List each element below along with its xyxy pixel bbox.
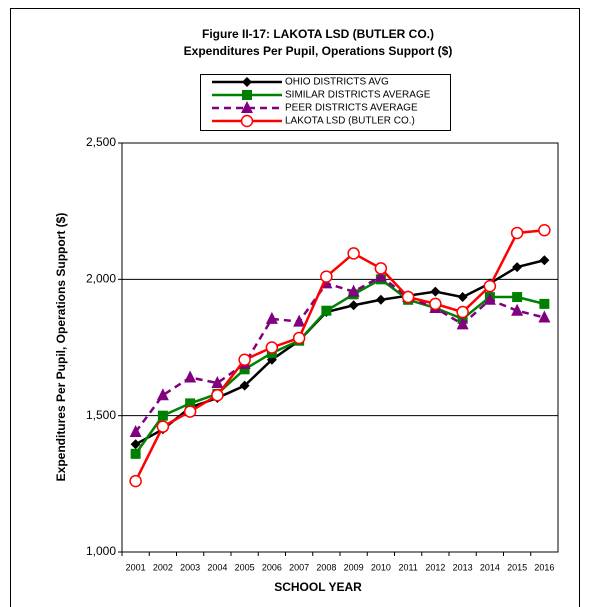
x-tick-label: 2011 bbox=[398, 562, 417, 572]
point bbox=[130, 439, 141, 450]
point bbox=[321, 305, 332, 316]
y-tick-label: 2,000 bbox=[86, 272, 116, 286]
point bbox=[457, 292, 468, 303]
point bbox=[265, 311, 278, 324]
point bbox=[456, 305, 469, 319]
point bbox=[156, 388, 169, 401]
point bbox=[539, 298, 550, 309]
y-axis-title: Expenditures Per Pupil, Operations Suppo… bbox=[54, 213, 68, 482]
legend-marker bbox=[242, 77, 252, 87]
point bbox=[238, 353, 251, 367]
point bbox=[429, 297, 442, 311]
legend-marker bbox=[241, 101, 253, 113]
point bbox=[456, 317, 469, 330]
x-tick-label: 2008 bbox=[316, 562, 336, 572]
series-line bbox=[134, 229, 545, 482]
x-axis-title: SCHOOL YEAR bbox=[274, 580, 362, 594]
x-tick-label: 2016 bbox=[534, 562, 554, 572]
x-tick-label: 2003 bbox=[180, 562, 200, 572]
x-tick-label: 2013 bbox=[453, 562, 473, 572]
point bbox=[130, 448, 141, 459]
y-tick-label: 1,500 bbox=[86, 408, 116, 422]
series-line bbox=[134, 277, 545, 455]
legend-marker bbox=[242, 90, 252, 100]
point bbox=[538, 310, 551, 323]
x-tick-label: 2014 bbox=[480, 562, 500, 572]
y-tick-label: 1,000 bbox=[86, 544, 116, 558]
point bbox=[510, 226, 524, 240]
x-tick-label: 2009 bbox=[344, 562, 364, 572]
x-tick-label: 2005 bbox=[235, 562, 255, 572]
point bbox=[185, 398, 196, 409]
legend-label: PEER DISTRICTS AVERAGE bbox=[285, 103, 418, 114]
point bbox=[401, 290, 415, 304]
point bbox=[512, 262, 523, 273]
point bbox=[239, 380, 250, 391]
point bbox=[211, 375, 224, 388]
point bbox=[347, 247, 360, 260]
point bbox=[430, 286, 441, 297]
chart-title: Figure II-17: LAKOTA LSD (BUTLER CO.) bbox=[202, 27, 434, 41]
legend-marker bbox=[240, 114, 254, 128]
point bbox=[239, 364, 250, 375]
point bbox=[129, 474, 142, 488]
point bbox=[265, 341, 279, 354]
point bbox=[129, 425, 142, 438]
legend-label: LAKOTA LSD (BUTLER CO.) bbox=[285, 116, 415, 127]
point bbox=[184, 370, 197, 383]
point bbox=[374, 262, 388, 275]
point bbox=[348, 300, 359, 311]
x-tick-label: 2001 bbox=[126, 562, 146, 572]
point bbox=[292, 331, 306, 345]
legend-label: SIMILAR DISTRICTS AVERAGE bbox=[285, 90, 431, 101]
point bbox=[539, 255, 550, 266]
x-tick-label: 2015 bbox=[507, 562, 527, 572]
x-tick-label: 2007 bbox=[289, 562, 309, 572]
point bbox=[320, 270, 333, 283]
point bbox=[483, 279, 497, 293]
point bbox=[483, 292, 496, 305]
point bbox=[374, 269, 387, 282]
point bbox=[375, 294, 386, 305]
point bbox=[538, 224, 551, 237]
point bbox=[183, 405, 197, 418]
point bbox=[211, 388, 224, 402]
x-tick-label: 2002 bbox=[153, 562, 173, 572]
point bbox=[511, 303, 524, 316]
point bbox=[293, 314, 306, 327]
point bbox=[512, 292, 523, 303]
y-tick-label: 2,500 bbox=[86, 135, 116, 149]
point bbox=[156, 420, 170, 433]
point bbox=[157, 410, 168, 421]
chart-subtitle: Expenditures Per Pupil, Operations Suppo… bbox=[184, 44, 453, 58]
x-tick-label: 2004 bbox=[207, 562, 227, 572]
x-tick-label: 2006 bbox=[262, 562, 282, 572]
legend-label: OHIO DISTRICTS AVG bbox=[285, 77, 389, 88]
x-tick-label: 2012 bbox=[425, 562, 445, 572]
x-tick-label: 2010 bbox=[371, 562, 391, 572]
point bbox=[347, 284, 360, 297]
series-line bbox=[134, 275, 545, 433]
